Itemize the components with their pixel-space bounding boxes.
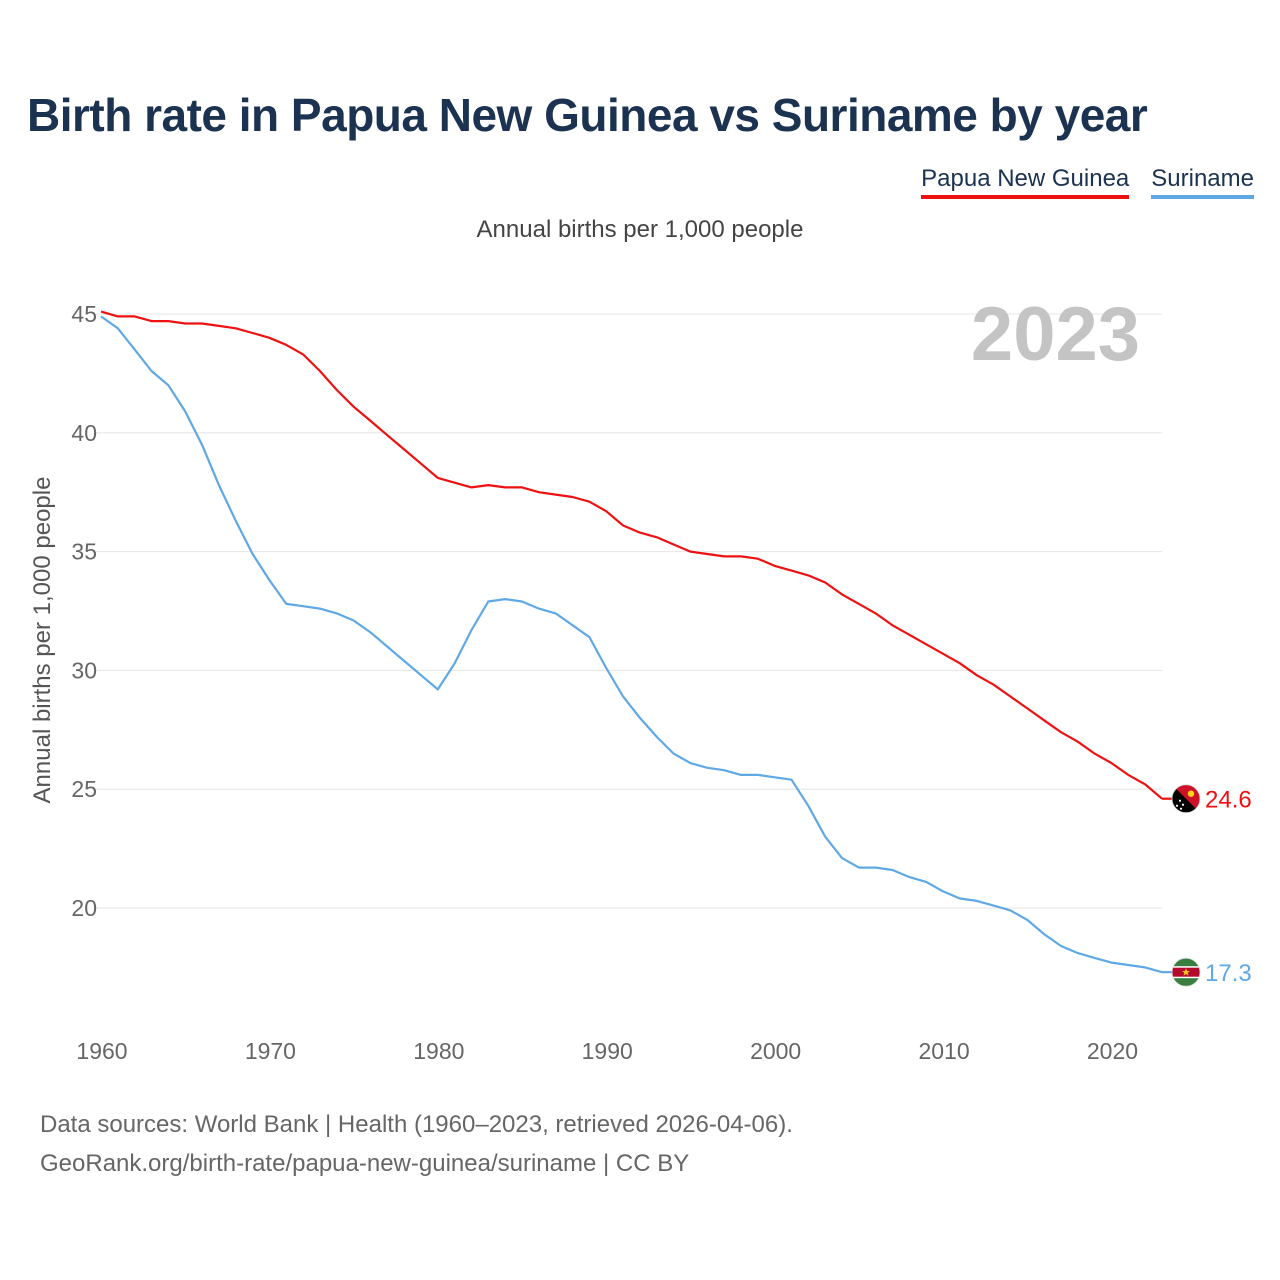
x-tick-label: 1970: [245, 1038, 296, 1064]
x-tick-label: 1980: [413, 1038, 464, 1064]
x-tick-label: 2020: [1087, 1038, 1138, 1064]
series-lines: [100, 310, 1172, 974]
y-tick-label: 35: [71, 539, 97, 565]
legend: Papua New Guinea Suriname: [921, 165, 1254, 199]
x-tick-label: 1990: [582, 1038, 633, 1064]
y-tick-label: 20: [71, 895, 97, 921]
end-value-label-suriname: 17.3: [1205, 960, 1252, 987]
suriname-flag-icon: [1171, 957, 1201, 987]
x-tick-label: 2010: [918, 1038, 969, 1064]
line-chart: 2023 20 25 30 35 40 45 1960 1970 1980 1990 2000 20…: [29, 292, 1252, 1064]
end-value-label-papua-new-guinea: 24.6: [1205, 787, 1252, 814]
legend-item-papua-new-guinea[interactable]: Papua New Guinea: [921, 165, 1130, 199]
legend-item-suriname[interactable]: Suriname: [1151, 165, 1254, 199]
chart-title: Birth rate in Papua New Guinea vs Surina…: [27, 89, 1148, 141]
papua-new-guinea-flag-icon: [1171, 784, 1201, 814]
source-line-2: GeoRank.org/birth-rate/papua-new-guinea/…: [40, 1150, 690, 1177]
y-tick-label: 45: [71, 301, 97, 327]
series-line-papua-new-guinea: [100, 310, 1163, 800]
x-tick-label: 1960: [76, 1038, 127, 1064]
y-axis-label: Annual births per 1,000 people: [29, 477, 56, 804]
series-line-suriname: [100, 315, 1163, 974]
y-tick-label: 30: [71, 657, 97, 683]
x-tick-label: 2000: [750, 1038, 801, 1064]
gridlines: [96, 313, 1162, 909]
year-watermark: 2023: [971, 292, 1140, 377]
source-note: Data sources: World Bank | Health (1960–…: [40, 1105, 793, 1183]
source-line-1: Data sources: World Bank | Health (1960–…: [40, 1111, 793, 1138]
chart-subtitle: Annual births per 1,000 people: [476, 216, 804, 243]
y-axis-ticks: 20 25 30 35 40 45: [71, 301, 97, 921]
y-tick-label: 25: [71, 776, 97, 802]
x-axis-ticks: 1960 1970 1980 1990 2000 2010 2020: [76, 1038, 1138, 1064]
y-tick-label: 40: [71, 420, 97, 446]
